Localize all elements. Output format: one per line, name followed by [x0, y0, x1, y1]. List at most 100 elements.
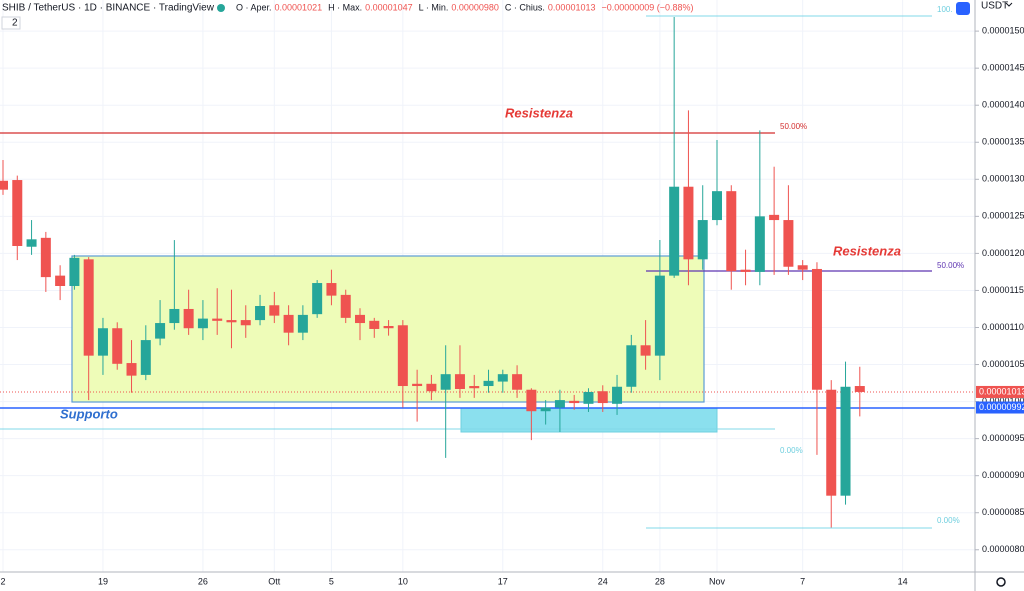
x-tick-label: 24	[598, 576, 608, 586]
candles	[0, 17, 865, 528]
candle-body	[169, 308, 180, 324]
candle-body	[640, 345, 651, 356]
candle-body	[412, 383, 423, 387]
candle-body	[740, 269, 751, 272]
candle-body	[326, 283, 337, 296]
legend-change: −0.00000009 (−0.88%)	[601, 2, 693, 12]
candle-body	[540, 407, 551, 412]
candle-body	[483, 380, 494, 387]
currency: USDT	[981, 1, 1008, 12]
candle-body	[754, 216, 765, 272]
indicator-count: 2	[12, 18, 18, 29]
candle-body	[355, 314, 365, 324]
candle-body	[811, 268, 822, 390]
legend-label: L · Min.	[419, 2, 449, 12]
candle-body	[397, 325, 408, 387]
legend-label: O · Aper.	[236, 2, 272, 12]
indicator-toggle[interactable]	[1, 16, 21, 30]
candle-body	[426, 383, 437, 392]
candle-body	[597, 391, 608, 404]
candle-body	[612, 386, 623, 404]
fib-label: 100.	[937, 5, 953, 14]
candle-body	[797, 265, 808, 270]
candle-body	[240, 320, 251, 326]
fib-label: 50.00%	[937, 261, 964, 270]
chart-title: SHIB / TetherUS · 1D · BINANCE · Trading…	[2, 3, 215, 14]
fib-label: 0.00%	[780, 446, 803, 455]
candle-body	[683, 186, 694, 260]
candle-body	[726, 191, 737, 272]
legend-value: 0.00000980	[451, 2, 499, 12]
candle-body	[840, 386, 851, 496]
legend: O · Aper. 0.00001021 H · Max. 0.00001047 L ·…	[236, 2, 694, 12]
candle-body	[83, 259, 94, 356]
x-tick-label: Nov	[709, 576, 726, 586]
candle-body	[112, 328, 123, 364]
fib-label: 50.00%	[780, 122, 807, 131]
candle-body	[283, 314, 294, 333]
compare-button[interactable]	[956, 2, 970, 15]
candle-body	[569, 400, 580, 404]
candle-body	[212, 318, 223, 321]
candle-body	[312, 283, 323, 315]
x-tick-label: Ott	[268, 576, 281, 586]
x-tick-label: 7	[800, 576, 805, 586]
currency-dropdown[interactable]	[1005, 2, 1013, 7]
candle-body	[697, 220, 708, 260]
y-tick-label: 0.00001500	[982, 25, 1024, 35]
candle-body	[12, 180, 23, 246]
legend-value: 0.00001021	[275, 2, 323, 12]
candle-body	[226, 320, 237, 323]
candle-body	[469, 386, 480, 389]
candle-body	[340, 294, 351, 318]
price-label-box	[976, 401, 1024, 414]
candle-body	[97, 328, 108, 356]
x-tick-label: 19	[98, 576, 108, 586]
candle-body	[369, 320, 380, 329]
candle-body	[769, 214, 780, 221]
fib-label: 0.00%	[937, 516, 960, 525]
price-label: 0.00000992	[979, 402, 1024, 412]
candle-body	[55, 275, 66, 286]
candle-body	[69, 257, 80, 286]
x-tick-label: 2	[0, 576, 5, 586]
annotation: Resistenza	[505, 105, 573, 120]
settings-icon[interactable]	[996, 577, 1006, 587]
candle-body	[297, 314, 308, 333]
candle-body	[712, 191, 722, 221]
candle-body	[626, 345, 637, 387]
x-tick-label: 10	[398, 576, 408, 586]
status-dot	[217, 4, 225, 12]
candle-body	[197, 318, 208, 329]
candle-body	[497, 374, 508, 382]
range-box	[71, 255, 705, 403]
candle-body	[155, 323, 166, 339]
legend-label: H · Max.	[328, 2, 362, 12]
candle-body	[383, 326, 394, 329]
x-tick-label: 26	[198, 576, 208, 586]
candle-body	[783, 220, 794, 267]
x-tick-label: 14	[898, 576, 908, 586]
candle-body	[126, 363, 137, 376]
candle-body	[854, 386, 865, 392]
candle-body	[255, 306, 266, 321]
candle-body	[669, 186, 680, 276]
x-tick-label: 28	[655, 576, 665, 586]
candle-body	[440, 374, 451, 390]
support-zone	[460, 407, 718, 433]
candle-body	[526, 389, 537, 412]
candle-body	[26, 239, 37, 247]
